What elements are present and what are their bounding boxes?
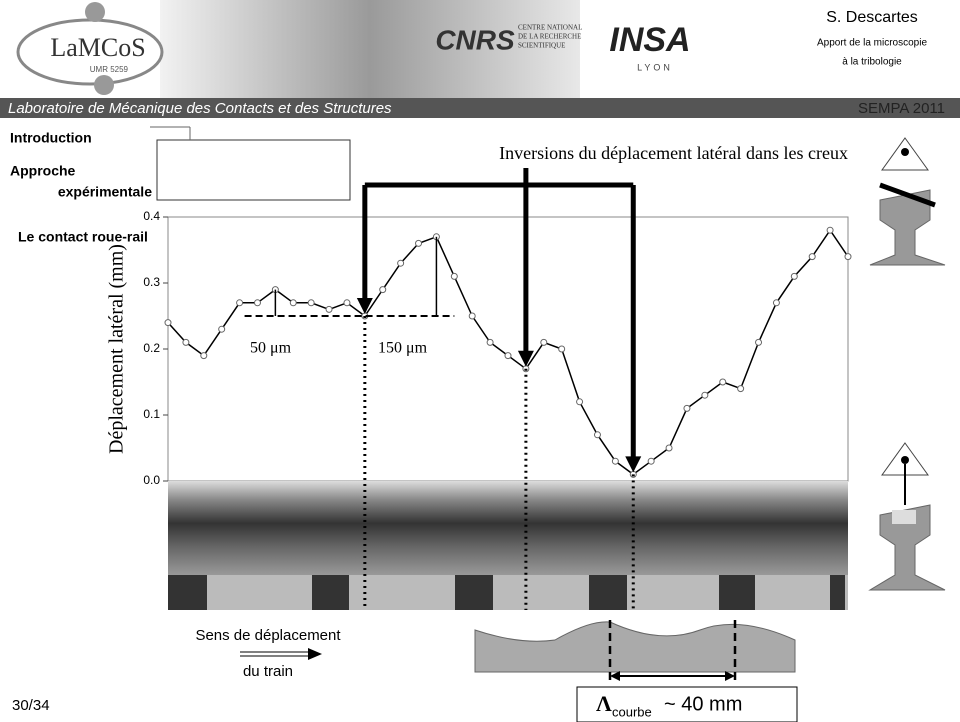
annotation: Inversions du déplacement latéral dans l… <box>499 143 848 163</box>
y-tick-label: 0.2 <box>143 341 160 355</box>
header-image <box>160 0 580 98</box>
data-point <box>380 287 386 293</box>
data-point <box>254 300 260 306</box>
data-point <box>648 458 654 464</box>
wavelength-value: ~ 40 mm <box>664 693 742 715</box>
data-point <box>183 339 189 345</box>
data-point <box>577 399 583 405</box>
data-point <box>451 273 457 279</box>
annotation: 50 μm <box>250 340 292 357</box>
direction: Sens de déplacement <box>195 627 341 644</box>
nav-item[interactable]: Introduction <box>10 130 92 146</box>
data-point <box>308 300 314 306</box>
data-point <box>469 313 475 319</box>
data-point <box>416 240 422 246</box>
y-tick-label: 0.1 <box>143 407 160 421</box>
data-point <box>165 320 171 326</box>
lab-logo: LaMCoS <box>50 33 145 62</box>
data-point <box>809 254 815 260</box>
data-point <box>219 326 225 332</box>
nav-item[interactable]: Le contact roue-rail <box>18 229 148 245</box>
empty-box <box>157 140 350 200</box>
cnrs-name: DE LA RECHERCHE <box>518 33 581 41</box>
data-point <box>827 227 833 233</box>
data-point <box>738 386 744 392</box>
y-axis-title: Déplacement latéral (mm) <box>106 244 128 454</box>
logo-dot <box>94 75 114 95</box>
direction: du train <box>243 663 293 680</box>
y-tick-label: 0.4 <box>143 209 160 223</box>
slide: LaMCoS UMR 5259 CNRS CENTRE NATIONAL DE … <box>0 0 960 722</box>
data-point <box>594 432 600 438</box>
data-point <box>684 405 690 411</box>
data-point <box>344 300 350 306</box>
data-point <box>612 458 618 464</box>
logo-dot <box>85 2 105 22</box>
cnrs-name: CENTRE NATIONAL <box>518 24 582 32</box>
wavelength-subscript: courbe <box>612 704 652 719</box>
data-point <box>666 445 672 451</box>
page-number: 30/34 <box>12 697 50 714</box>
nav-item[interactable]: Approche <box>10 163 76 179</box>
banner-event: SEMPA 2011 <box>858 100 945 117</box>
surface-photo <box>168 481 848 575</box>
subtitle: à la tribologie <box>842 57 902 68</box>
nav-item[interactable]: expérimentale <box>58 184 152 200</box>
y-tick-label: 0.3 <box>143 275 160 289</box>
data-point <box>791 273 797 279</box>
data-point <box>720 379 726 385</box>
data-point <box>756 339 762 345</box>
data-point <box>398 260 404 266</box>
lab-umr: UMR 5259 <box>90 65 129 74</box>
insa-city: LYON <box>637 62 673 72</box>
author: S. Descartes <box>826 9 918 26</box>
annotation: 150 μm <box>378 340 428 357</box>
data-point <box>773 300 779 306</box>
data-point <box>326 306 332 312</box>
insa-logo: INSA <box>609 21 690 59</box>
data-point <box>487 339 493 345</box>
data-point <box>290 300 296 306</box>
data-point <box>505 353 511 359</box>
cnrs-name: SCIENTIFIQUE <box>518 42 565 50</box>
data-point <box>201 353 207 359</box>
data-point <box>237 300 243 306</box>
data-point <box>845 254 851 260</box>
y-tick-label: 0.0 <box>143 473 160 487</box>
banner-lab: Laboratoire de Mécanique des Contacts et… <box>8 100 392 117</box>
cnrs-logo: CNRS <box>435 24 515 55</box>
data-point <box>702 392 708 398</box>
wavelength-symbol: Λ <box>596 691 612 716</box>
subtitle: Apport de la microscopie <box>817 38 927 49</box>
data-point <box>541 339 547 345</box>
data-point <box>559 346 565 352</box>
